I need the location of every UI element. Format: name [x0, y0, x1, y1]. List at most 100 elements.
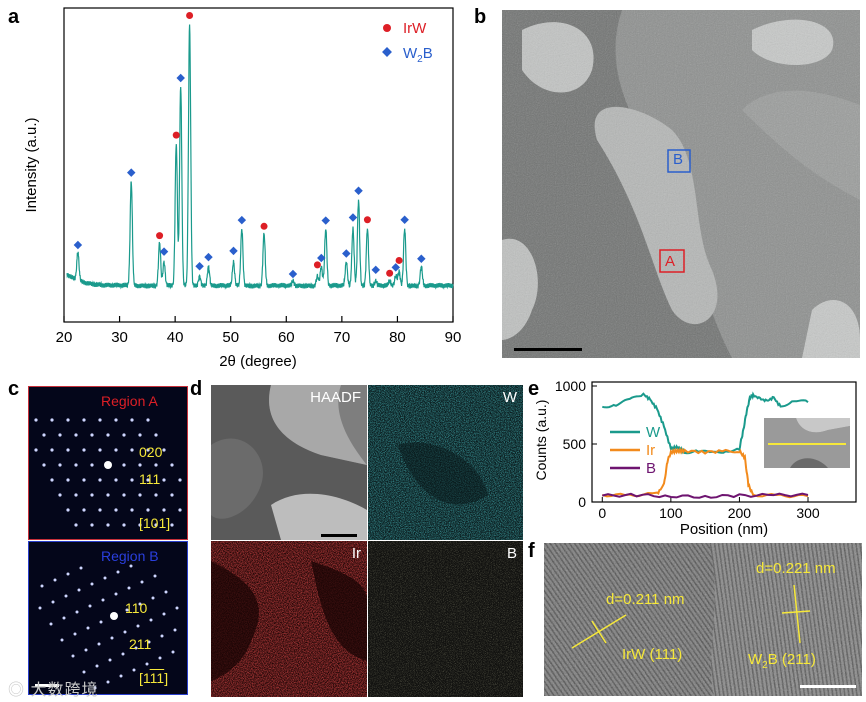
saed-spot	[71, 654, 75, 658]
w2b-marker	[354, 186, 363, 195]
w2b-marker	[176, 73, 185, 83]
saed-spot	[99, 620, 103, 624]
w2b-marker	[317, 253, 326, 263]
saed-spot	[138, 433, 142, 437]
saed-spot	[146, 508, 150, 512]
saed-spot	[127, 586, 131, 590]
saed-spot	[82, 670, 86, 674]
saed-spot	[106, 493, 110, 497]
linescan-y-tick-label: 1000	[555, 378, 586, 394]
saed-spot	[90, 523, 94, 527]
tem-box-b-label: B	[673, 151, 684, 168]
saed-spot	[162, 478, 166, 482]
irw-marker	[172, 131, 180, 139]
saed-spot	[154, 493, 158, 497]
saed-spot	[121, 652, 125, 656]
saed-spot	[82, 478, 86, 482]
saed-spot	[82, 448, 86, 452]
saed-spot	[40, 584, 44, 588]
saed-spot	[145, 662, 149, 666]
linescan-y-axis-label: Counts (a.u.)	[533, 400, 549, 481]
hrtem-d-spacing-2: d=0.221 nm	[756, 560, 836, 577]
irw-marker	[363, 216, 371, 224]
saed-spot	[130, 418, 134, 422]
saed-spot	[97, 642, 101, 646]
irw-marker	[186, 12, 194, 20]
saed-spot	[34, 418, 38, 422]
saed-spot	[66, 478, 70, 482]
saed-spot	[95, 664, 99, 668]
linescan-ticks: 0 100 200 300 0 500 1000	[555, 378, 820, 521]
w2b-marker	[321, 216, 330, 225]
tem-image: B A	[502, 10, 860, 358]
irw-marker	[156, 232, 164, 240]
saed-spot	[171, 650, 175, 654]
saed-spot	[66, 418, 70, 422]
saed-spot	[58, 493, 62, 497]
tem-region-b-box	[667, 149, 691, 173]
w2b-marker	[73, 240, 83, 250]
saed-spot	[104, 461, 112, 469]
saed-spot	[90, 582, 94, 586]
saed-spot	[138, 493, 142, 497]
saed-spot	[60, 638, 64, 642]
linescan-series-w	[602, 391, 809, 455]
saed-spot	[66, 508, 70, 512]
saed-spot	[114, 592, 118, 596]
xrd-x-axis-label: 2θ (degree)	[219, 353, 297, 370]
w2b-marker	[342, 249, 351, 258]
eds-haadf-label: HAADF	[310, 389, 361, 406]
saed-spot	[162, 612, 166, 616]
saed-region-a-spots	[34, 418, 182, 527]
linescan-inset-image	[764, 418, 850, 468]
saed-spot	[129, 564, 133, 568]
xrd-peak-markers	[73, 12, 426, 279]
w2b-marker	[391, 263, 401, 272]
saed-spot	[130, 508, 134, 512]
saed-spot	[122, 463, 126, 467]
saed-spot	[77, 588, 81, 592]
saed-spot	[154, 463, 158, 467]
saed-spot	[98, 478, 102, 482]
saed-spot	[162, 448, 166, 452]
saed-spot	[90, 493, 94, 497]
saed-spot	[101, 598, 105, 602]
saed-spot	[58, 433, 62, 437]
linescan-series-ir	[602, 446, 809, 499]
tem-region-a-box	[659, 249, 685, 273]
saed-spot	[34, 448, 38, 452]
watermark: ◎ 大数跨境	[8, 682, 99, 699]
saed-spot	[64, 594, 68, 598]
saed-spot	[106, 433, 110, 437]
linescan-y-tick-label: 0	[578, 494, 586, 510]
saed-spot	[74, 463, 78, 467]
saed-spot	[82, 508, 86, 512]
saed-region-b: Region B 110 211 [111]	[28, 541, 188, 695]
panel-label-f: f	[528, 540, 535, 562]
saed-spot	[50, 478, 54, 482]
saed-spot	[175, 606, 179, 610]
saed-spot	[88, 604, 92, 608]
saed-spot	[108, 658, 112, 662]
w2b-marker	[237, 215, 247, 225]
w2b-marker	[348, 213, 358, 222]
eds-b-label: B	[506, 545, 517, 562]
saed-spot	[49, 622, 53, 626]
w2b-marker	[371, 265, 380, 275]
xrd-x-tick-label: 50	[222, 329, 239, 346]
saed-spot	[149, 618, 153, 622]
panel-label-a: a	[8, 6, 20, 28]
saed-spot	[51, 600, 55, 604]
saed-spot	[82, 418, 86, 422]
linescan-x-tick-label: 200	[728, 505, 752, 521]
saed-spot	[114, 508, 118, 512]
saed-spot	[122, 523, 126, 527]
saed-spot	[90, 433, 94, 437]
saed-spot	[114, 478, 118, 482]
saed-spot	[79, 566, 83, 570]
xrd-x-tick-label: 90	[445, 329, 462, 346]
saed-region-b-title: Region B	[101, 548, 159, 564]
irw-marker	[386, 269, 394, 277]
w2b-marker	[126, 168, 136, 177]
saed-spot	[119, 674, 123, 678]
